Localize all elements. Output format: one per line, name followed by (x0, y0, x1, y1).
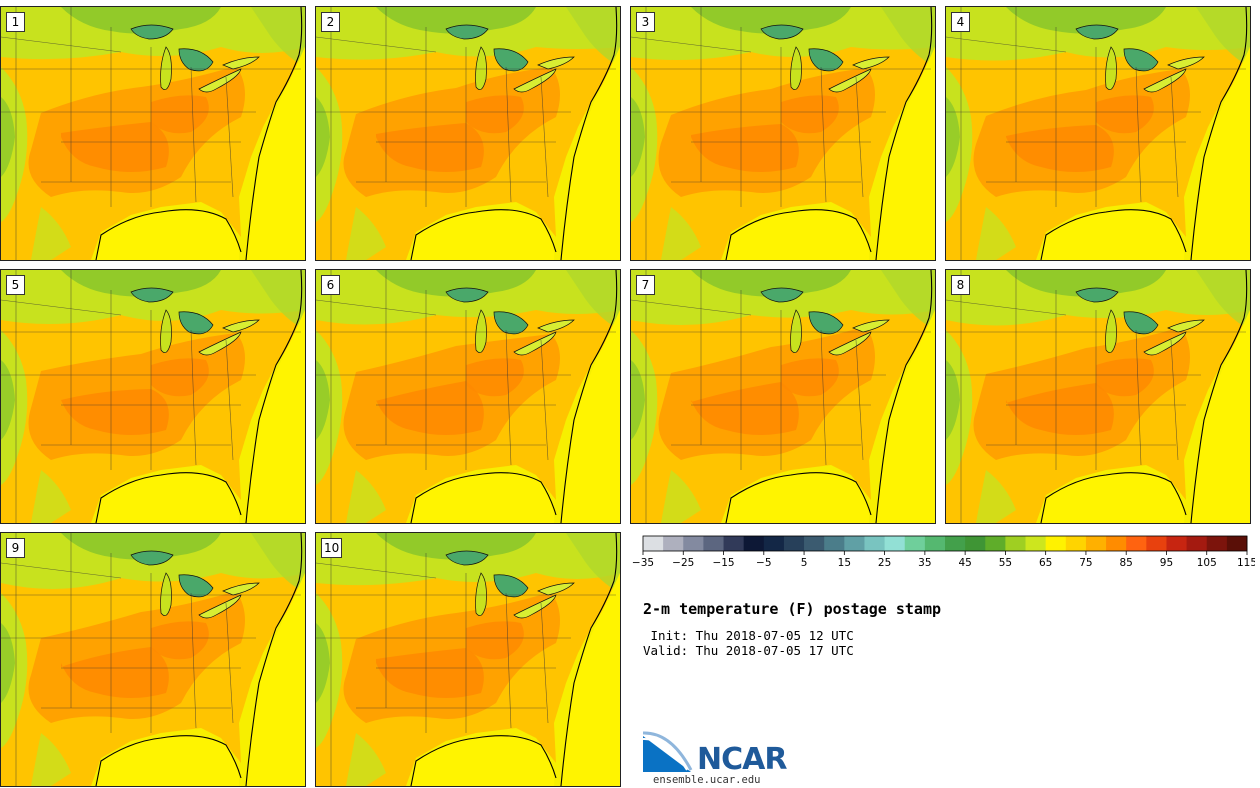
colorbar-swatch (723, 536, 745, 551)
colorbar-swatch (884, 536, 906, 551)
colorbar-tick-label: 25 (878, 557, 891, 569)
colorbar-tick-label: −5 (756, 557, 771, 569)
member-label: 10 (321, 538, 343, 558)
member-panel: 7 (630, 269, 936, 524)
figure-title: 2-m temperature (F) postage stamp (643, 600, 942, 618)
colorbar-tick-label: 5 (801, 557, 808, 569)
colorbar-swatch (1226, 536, 1248, 551)
temperature-map (631, 7, 935, 260)
member-label: 6 (321, 275, 340, 295)
colorbar-swatch (844, 536, 865, 551)
colorbar-tick-label: 35 (918, 557, 931, 569)
colorbar-tick-label: 55 (999, 557, 1012, 569)
colorbar-swatch (1206, 536, 1228, 551)
colorbar-swatch (703, 536, 724, 551)
member-panel: 5 (0, 269, 306, 524)
colorbar-swatch (1106, 536, 1127, 551)
member-label: 7 (636, 275, 655, 295)
colorbar-swatch (683, 536, 704, 551)
temperature-map (1, 533, 305, 786)
colorbar-swatch (1025, 536, 1047, 551)
colorbar-swatch (743, 536, 765, 551)
temperature-map (1, 7, 305, 260)
temperature-map (946, 7, 1250, 260)
temperature-map (316, 270, 620, 523)
member-label: 5 (6, 275, 25, 295)
temperature-map (946, 270, 1250, 523)
colorbar-tick-label: 45 (958, 557, 971, 569)
valid-time: Valid: Thu 2018-07-05 17 UTC (643, 643, 854, 658)
colorbar-swatch (824, 536, 845, 551)
colorbar-swatch (945, 536, 966, 551)
colorbar-graphic: −35 −25 −15 −5 5 15 25 35 45 55 65 75 85 95 105 115 (632, 535, 1255, 569)
colorbar-swatch (804, 536, 825, 551)
colorbar-swatch (643, 536, 664, 551)
member-panel: 4 (945, 6, 1251, 261)
member-label: 8 (951, 275, 970, 295)
colorbar-swatch (985, 536, 1006, 551)
ncar-logo-icon (643, 731, 693, 772)
temperature-map (1, 270, 305, 523)
colorbar-swatch (1045, 536, 1067, 551)
colorbar-swatch (1186, 536, 1208, 551)
colorbar-tick-label: 65 (1039, 557, 1052, 569)
colorbar-tick-label: −25 (672, 557, 694, 569)
colorbar-swatch (864, 536, 885, 551)
colorbar-swatch (965, 536, 986, 551)
member-label: 4 (951, 12, 970, 32)
temperature-map (316, 533, 620, 786)
colorbar-tick-label: −35 (632, 557, 654, 569)
colorbar-tick-label: 75 (1079, 557, 1092, 569)
colorbar-tick-label: 105 (1197, 557, 1217, 569)
colorbar-swatch (1085, 536, 1107, 551)
colorbar-tick-label: 95 (1160, 557, 1173, 569)
temperature-map (316, 7, 620, 260)
temperature-map (631, 270, 935, 523)
colorbar-tick-label: 15 (838, 557, 851, 569)
member-label: 9 (6, 538, 25, 558)
colorbar-frame (642, 535, 1248, 552)
colorbar-swatch (904, 536, 926, 551)
member-label: 3 (636, 12, 655, 32)
member-panel: 6 (315, 269, 621, 524)
colorbar-swatch (1146, 536, 1167, 551)
colorbar-tick-label: 85 (1120, 557, 1133, 569)
colorbar-swatch (783, 536, 805, 551)
member-panel: 2 (315, 6, 621, 261)
member-panel: 8 (945, 269, 1251, 524)
member-label: 1 (6, 12, 25, 32)
member-panel: 3 (630, 6, 936, 261)
member-panel: 1 (0, 6, 306, 261)
colorbar-swatch (1126, 536, 1147, 551)
colorbar-swatch (663, 536, 684, 551)
colorbar-swatch (1065, 536, 1087, 551)
logo-wordmark: NCAR (697, 742, 787, 777)
colorbar-tick-label: −15 (712, 557, 734, 569)
colorbar-swatch (1166, 536, 1187, 551)
colorbar-swatch (924, 536, 946, 551)
temperature-colorbar: −35 −25 −15 −5 5 15 25 35 45 55 65 75 85 95 105 115 (630, 534, 1255, 574)
colorbar-swatch (1005, 536, 1026, 551)
init-time: Init: Thu 2018-07-05 12 UTC (643, 628, 854, 643)
logo-url: ensemble.ucar.edu (653, 774, 761, 786)
member-label: 2 (321, 12, 340, 32)
member-panel: 10 (315, 532, 621, 787)
colorbar-tick-label: 115 (1237, 557, 1255, 569)
member-panel: 9 (0, 532, 306, 787)
colorbar-swatch (763, 536, 785, 551)
